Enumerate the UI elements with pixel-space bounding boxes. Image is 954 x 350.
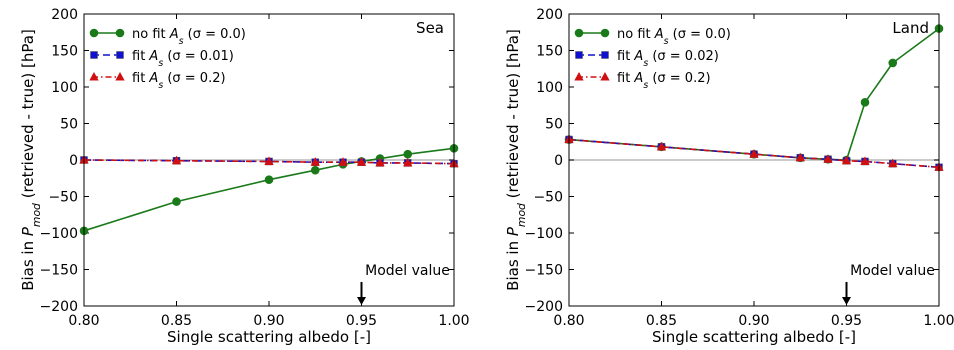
y-tick-label: 50	[545, 117, 563, 133]
data-point	[171, 155, 182, 165]
x-tick-label: 0.85	[161, 313, 192, 329]
legend-marker	[116, 51, 124, 59]
data-point	[888, 58, 898, 68]
data-point	[656, 141, 667, 151]
x-tick-label: 0.85	[646, 313, 677, 329]
x-tick-label: 0.80	[553, 313, 584, 329]
panel-label: Sea	[416, 19, 444, 37]
panel-label: Land	[892, 19, 929, 37]
y-tick-label: −50	[48, 190, 78, 206]
legend-marker	[600, 71, 610, 81]
data-point	[310, 165, 320, 175]
data-point	[860, 98, 870, 107]
legend: no fit As (σ = 0.0)fit As (σ = 0.01)fit …	[89, 27, 246, 91]
data-point	[264, 156, 274, 165]
y-tick-label: −50	[533, 190, 563, 206]
y-tick-label: −150	[40, 263, 78, 279]
legend-marker	[574, 28, 584, 38]
y-tick-label: −100	[525, 226, 563, 242]
y-tick-label: 150	[536, 44, 563, 60]
y-tick-label: 50	[60, 117, 78, 133]
plot-frame	[83, 13, 455, 307]
data-point	[860, 156, 870, 165]
data-point	[403, 157, 413, 167]
data-point	[823, 154, 833, 163]
legend-entry: fit As (σ = 0.2)	[132, 71, 226, 91]
y-tick-label: −200	[525, 299, 563, 315]
y-tick-label: −100	[40, 226, 78, 242]
x-tick-label: 0.95	[831, 313, 862, 329]
y-tick-label: 200	[51, 7, 78, 23]
data-point	[749, 149, 759, 158]
y-axis-label: Bias in Pmod (retrieved - true) [hPa]	[19, 29, 43, 291]
legend-entry: no fit As (σ = 0.0)	[617, 27, 731, 47]
annotation-arrow-head	[357, 297, 366, 305]
y-tick-label: −200	[40, 299, 78, 315]
data-point	[841, 155, 852, 165]
legend-marker	[89, 28, 99, 38]
legend-marker	[90, 51, 98, 59]
legend-marker	[600, 28, 610, 38]
legend: no fit As (σ = 0.0)fit As (σ = 0.02)fit …	[574, 27, 731, 91]
data-point	[310, 157, 320, 166]
data-point	[795, 152, 805, 162]
data-point	[375, 157, 385, 167]
y-tick-label: −150	[525, 263, 563, 279]
legend-entry: fit As (σ = 0.2)	[617, 71, 711, 91]
x-tick-label: 0.90	[738, 313, 769, 329]
legend-marker	[89, 71, 99, 81]
x-tick-label: 0.95	[346, 313, 377, 329]
annotation-text: Model value	[850, 263, 935, 279]
legend-marker	[601, 51, 609, 59]
plot-frame	[568, 13, 940, 307]
legend-entry: no fit As (σ = 0.0)	[132, 27, 246, 47]
x-tick-label: 0.90	[253, 313, 284, 329]
y-tick-label: 100	[536, 80, 563, 96]
annotation-arrow-head	[842, 297, 851, 305]
data-point	[264, 175, 274, 185]
y-tick-label: 0	[554, 153, 563, 169]
legend-marker	[574, 71, 584, 81]
y-axis-label: Bias in Pmod (retrieved - true) [hPa]	[504, 29, 528, 291]
legend-marker	[575, 51, 583, 59]
data-point	[403, 149, 413, 159]
x-tick-label: 1.00	[438, 313, 469, 329]
y-tick-label: 100	[51, 80, 78, 96]
y-tick-label: 0	[69, 153, 78, 169]
y-tick-label: 200	[536, 7, 563, 23]
legend-marker	[115, 71, 125, 81]
data-point	[888, 158, 898, 168]
legend-marker	[115, 28, 125, 38]
annotation-text: Model value	[365, 263, 450, 279]
data-point	[338, 157, 348, 166]
x-axis-label: Single scattering albedo [-]	[652, 328, 856, 346]
data-point	[356, 157, 367, 166]
x-tick-label: 1.00	[923, 313, 954, 329]
data-point	[172, 197, 181, 206]
x-axis-label: Single scattering albedo [-]	[167, 328, 371, 346]
y-tick-label: 150	[51, 44, 78, 60]
legend-entry: fit As (σ = 0.02)	[617, 49, 719, 69]
legend-entry: fit As (σ = 0.01)	[132, 49, 234, 69]
x-tick-label: 0.80	[68, 313, 99, 329]
